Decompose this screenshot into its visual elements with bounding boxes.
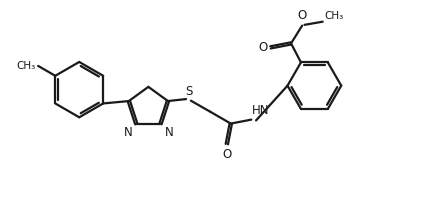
Text: O: O [298,10,307,22]
Text: S: S [185,85,192,98]
Text: O: O [222,148,231,161]
Text: CH₃: CH₃ [324,11,343,21]
Text: N: N [164,126,173,139]
Text: HN: HN [252,104,270,117]
Text: N: N [124,126,132,139]
Text: CH₃: CH₃ [16,61,36,71]
Text: O: O [258,41,267,54]
